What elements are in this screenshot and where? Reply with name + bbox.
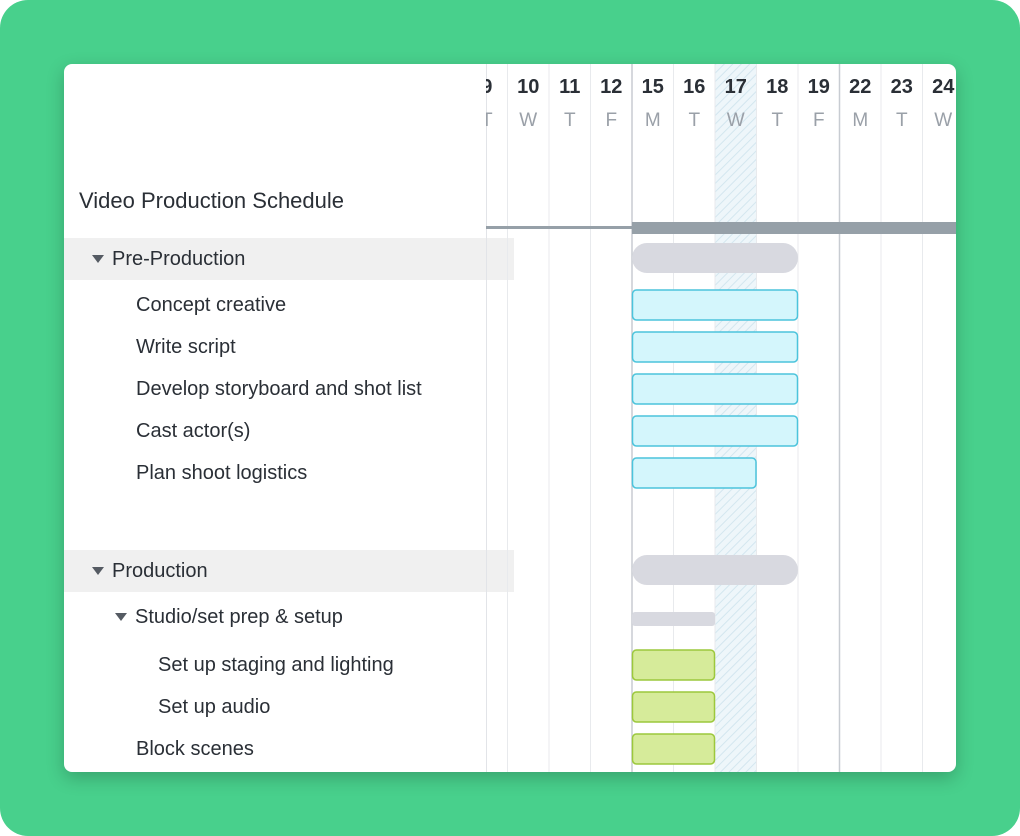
- task-label: Plan shoot logistics: [136, 461, 308, 484]
- timeline-panel[interactable]: 9 T 10 W 11 T 12 F 15 M 16 T 17 W 18 T 19 F 22 M 23 T 24 W: [486, 64, 956, 772]
- collapse-caret-icon[interactable]: [92, 255, 104, 263]
- task-row-studio-prep[interactable]: Studio/set prep & setup: [64, 596, 537, 638]
- task-label: Write script: [136, 335, 236, 358]
- task-bar-studio-prep: [632, 612, 715, 626]
- day-letter-10: W: [519, 110, 537, 131]
- gantt-chart[interactable]: 9 T 10 W 11 T 12 F 15 M 16 T 17 W 18 T 19 F 22 M 23 T 24 W: [486, 64, 956, 772]
- schedule-title: Video Production Schedule: [79, 188, 345, 213]
- task-bar-staging-lighting: [631, 649, 716, 681]
- task-bar-develop-storyboard: [631, 373, 799, 405]
- day-letter-15: M: [645, 110, 661, 131]
- task-bar-production: [632, 555, 798, 585]
- task-label: Pre-Production: [112, 247, 246, 270]
- task-row-block-scenes[interactable]: Block scenes: [64, 728, 558, 770]
- task-row-staging-lighting[interactable]: Set up staging and lighting: [64, 644, 580, 686]
- task-bar-write-script: [631, 331, 799, 363]
- task-label: Block scenes: [136, 737, 254, 760]
- collapse-caret-icon[interactable]: [115, 613, 127, 621]
- task-list-panel: Video Production Schedule Pre-Production…: [64, 64, 514, 772]
- task-label: Set up audio: [158, 695, 271, 718]
- day-number-24: 24: [932, 76, 955, 98]
- day-letter-23: T: [896, 110, 908, 131]
- day-letter-24: W: [934, 110, 952, 131]
- day-letter-16: T: [688, 110, 700, 131]
- day-letter-22: M: [852, 110, 868, 131]
- task-bar-concept-creative: [631, 289, 799, 321]
- task-label: Develop storyboard and shot list: [136, 377, 422, 400]
- task-bar-plan-shoot: [631, 457, 757, 489]
- project-summary-bar: [632, 222, 956, 234]
- task-label: Cast actor(s): [136, 419, 251, 442]
- task-bar-block-scenes: [631, 733, 716, 765]
- gantt-card: Video Production Schedule Pre-Production…: [64, 64, 956, 772]
- day-number-17: 17: [725, 76, 747, 98]
- day-number-18: 18: [766, 76, 788, 98]
- task-bar-cast-actors: [631, 415, 799, 447]
- task-row-concept-creative[interactable]: Concept creative: [64, 284, 558, 326]
- task-row-develop-storyboard[interactable]: Develop storyboard and shot list: [64, 368, 558, 410]
- task-label: Concept creative: [136, 293, 287, 316]
- task-row-plan-shoot[interactable]: Plan shoot logistics: [64, 452, 558, 494]
- task-bar-pre-production: [632, 243, 798, 273]
- day-letter-11: T: [564, 110, 576, 131]
- task-group-production[interactable]: Production: [64, 550, 514, 592]
- day-number-16: 16: [683, 76, 705, 98]
- task-label: Production: [112, 559, 208, 582]
- day-number-23: 23: [891, 76, 913, 98]
- day-letter-19: F: [813, 110, 825, 131]
- collapse-caret-icon[interactable]: [92, 567, 104, 575]
- day-number-22: 22: [849, 76, 871, 98]
- task-bar-setup-audio: [631, 691, 716, 723]
- task-label: Studio/set prep & setup: [135, 605, 343, 628]
- day-letter-18: T: [771, 110, 783, 131]
- task-label: Set up staging and lighting: [158, 653, 394, 676]
- day-number-9: 9: [486, 76, 492, 98]
- day-number-19: 19: [808, 76, 830, 98]
- task-group-pre-production[interactable]: Pre-Production: [64, 238, 514, 280]
- day-letter-17: W: [727, 110, 745, 131]
- day-number-11: 11: [559, 76, 580, 98]
- project-summary-line: [486, 226, 632, 229]
- day-letter-12: F: [605, 110, 617, 131]
- day-letter-9: T: [486, 110, 493, 131]
- day-number-15: 15: [642, 76, 664, 98]
- day-number-12: 12: [600, 76, 622, 98]
- task-row-write-script[interactable]: Write script: [64, 326, 558, 368]
- task-row-setup-audio[interactable]: Set up audio: [64, 686, 580, 728]
- task-row-cast-actors[interactable]: Cast actor(s): [64, 410, 558, 452]
- day-number-10: 10: [517, 76, 539, 98]
